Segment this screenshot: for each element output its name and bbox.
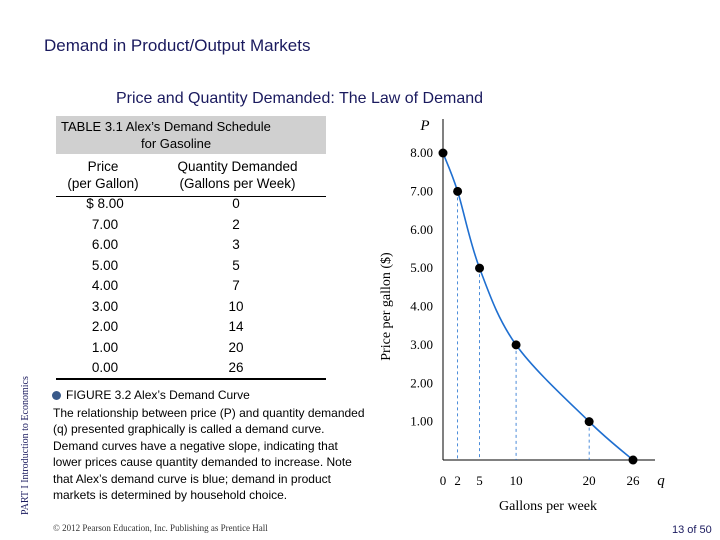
price-cell: 0.00	[91, 360, 119, 375]
side-part-label: PART I Introduction to Economics	[20, 376, 31, 515]
quantity-cell: 2	[232, 216, 240, 232]
bullet-icon	[52, 391, 61, 401]
price-cell: 6.00	[91, 237, 119, 252]
price-cell: 1.00	[91, 339, 119, 355]
data-point	[475, 263, 485, 273]
chart-labels: 1.00 2.00 3.00 4.00 5.00 6.00 7.00 8.00 0 2 5 10 20 2…	[379, 118, 665, 514]
figure-label-text: FIGURE 3.2 Alex’s Demand Curve	[66, 388, 250, 402]
x-tick-label: 5	[476, 473, 483, 488]
table-title-line1: TABLE 3.1 Alex’s Demand Schedule	[61, 119, 271, 134]
slide-title: Demand in Product/Output Markets	[44, 36, 311, 55]
quantity-cell: 26	[228, 360, 244, 375]
y-tick-label: 1.00	[410, 414, 433, 429]
price-column: $ 8.00 7.00 6.00 5.00 4.00 3.00 2.00 1.0…	[60, 194, 150, 379]
table-header-rule	[56, 196, 326, 197]
y-tick-label: 3.00	[410, 337, 433, 352]
price-cell: $ 8.00	[86, 196, 124, 211]
y-axis-symbol: P	[419, 118, 429, 134]
slide-subtitle: Price and Quantity Demanded: The Law of …	[116, 90, 484, 107]
column-header-price-line1: Price	[87, 159, 119, 174]
price-cell: 4.00	[91, 278, 119, 293]
column-header-quantity-line2: (Gallons per Week)	[179, 176, 296, 191]
y-tick-label: 8.00	[410, 145, 433, 160]
column-header-price: Price (per Gallon)	[50, 158, 156, 192]
page-number: 13 of 50	[672, 524, 712, 536]
column-header-quantity: Quantity Demanded (Gallons per Week)	[160, 158, 315, 192]
y-axis-title: Price per gallon ($)	[379, 252, 394, 361]
x-tick-label: 2	[454, 473, 461, 488]
copyright-footer: © 2012 Pearson Education, Inc. Publishin…	[53, 523, 268, 533]
demand-curve-chart: 1.00 2.00 3.00 4.00 5.00 6.00 7.00 8.00 0 2 5 10 20 2…	[379, 118, 665, 514]
quantity-cell: 20	[228, 339, 244, 355]
demand-curve	[442, 152, 634, 461]
price-cell: 7.00	[91, 216, 119, 232]
x-tick-label: 20	[583, 473, 596, 488]
x-axis-title: Gallons per week	[499, 499, 597, 514]
y-tick-label: 7.00	[410, 183, 433, 198]
quantity-cell: 5	[232, 257, 240, 273]
y-tick-label: 5.00	[410, 260, 433, 275]
data-point	[584, 417, 594, 427]
x-tick-label: 10	[510, 473, 523, 488]
x-tick-label: 26	[627, 473, 641, 488]
column-header-price-line2: (per Gallon)	[67, 176, 139, 191]
y-tick-label: 2.00	[410, 375, 433, 390]
x-tick-label: 0	[440, 473, 447, 488]
quantity-column: 0 2 3 5 7 10 14 20 26	[196, 194, 276, 379]
chart-axes	[442, 119, 655, 461]
data-point	[453, 186, 463, 196]
figure-label: FIGURE 3.2 Alex’s Demand Curve	[52, 388, 250, 402]
data-point	[438, 148, 448, 158]
y-tick-label: 6.00	[410, 222, 433, 237]
table-title-bar: TABLE 3.1 Alex’s Demand Schedule for Gas…	[56, 116, 326, 154]
y-tick-label: 4.00	[410, 299, 433, 314]
table-bottom-rule	[56, 378, 326, 380]
x-axis-symbol: q	[657, 473, 665, 489]
caption-paragraph-2: Demand curves have a negative slope, ind…	[53, 438, 352, 503]
quantity-cell: 7	[232, 278, 240, 293]
column-header-quantity-line1: Quantity Demanded	[177, 159, 298, 174]
quantity-cell: 14	[228, 319, 244, 334]
price-cell: 5.00	[91, 257, 119, 273]
quantity-cell: 3	[232, 237, 240, 252]
data-point	[511, 340, 521, 350]
table-title-line2: for Gasoline	[141, 136, 212, 151]
data-point	[628, 455, 638, 465]
caption-paragraph-1: The relationship between price (P) and q…	[53, 406, 365, 437]
chart-points	[438, 148, 638, 465]
price-cell: 2.00	[91, 319, 119, 334]
quantity-cell: 10	[228, 298, 244, 314]
demand-curve-line	[442, 152, 634, 461]
figure-caption: The relationship between price (P) and q…	[53, 405, 369, 503]
price-cell: 3.00	[91, 298, 119, 314]
quantity-cell: 0	[232, 196, 240, 211]
